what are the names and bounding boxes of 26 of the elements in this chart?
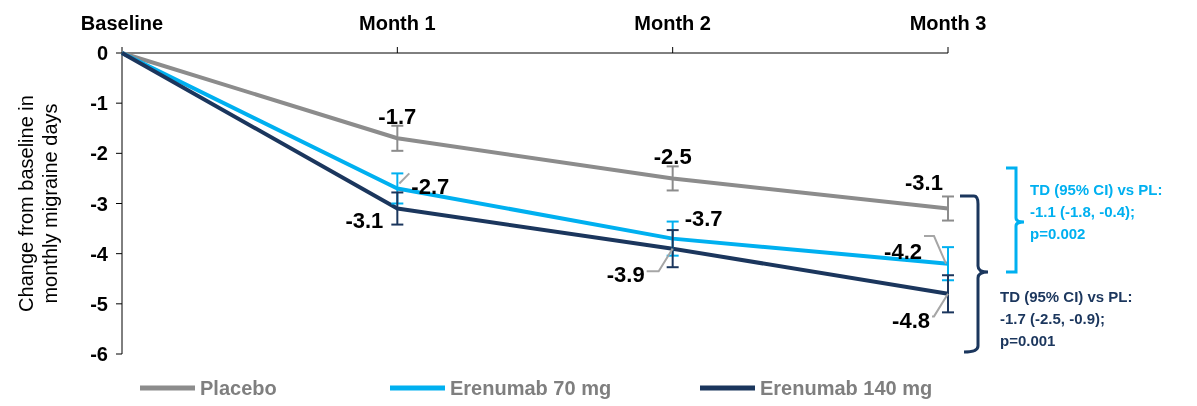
- y-tick-label: -1: [90, 92, 108, 115]
- x-tick-label: Month 3: [909, 12, 987, 34]
- y-tick-label: -6: [90, 343, 108, 365]
- data-label: -2.7: [411, 174, 450, 200]
- y-tick-label: 0: [96, 42, 108, 64]
- text: TD (95% CI) vs PL: -1.7 (-2.5, -0.9); p=0.001: [1000, 288, 1133, 349]
- y-axis-title: Change from baseline in monthly migraine days: [15, 95, 61, 312]
- data-label: -1.7: [378, 103, 417, 129]
- x-tick-label: Month 2: [634, 12, 711, 34]
- x-tick-label: Month 1: [359, 12, 436, 34]
- legend-label: Erenumab 70 mg: [450, 377, 612, 399]
- y-tick-label: -4: [90, 242, 109, 265]
- legend-label: Placebo: [200, 377, 277, 399]
- data-label: -3.7: [684, 206, 723, 232]
- data-label: -2.5: [653, 144, 692, 170]
- x-tick-label: Baseline: [80, 12, 164, 34]
- y-tick-label: -3: [90, 192, 108, 215]
- data-label: -3.1: [345, 208, 384, 234]
- y-tick-label: -2: [90, 142, 108, 165]
- legend-label: Erenumab 140 mg: [760, 377, 933, 399]
- data-label: -3.1: [905, 170, 943, 196]
- data-label: -4.8: [892, 307, 930, 333]
- y-tick-label: -5: [90, 292, 108, 315]
- data-label: -3.9: [606, 262, 645, 288]
- text: TD (95% CI) vs PL: -1.1 (-1.8, -0.4); p=0.002: [1030, 181, 1163, 242]
- data-label: -4.2: [884, 239, 922, 265]
